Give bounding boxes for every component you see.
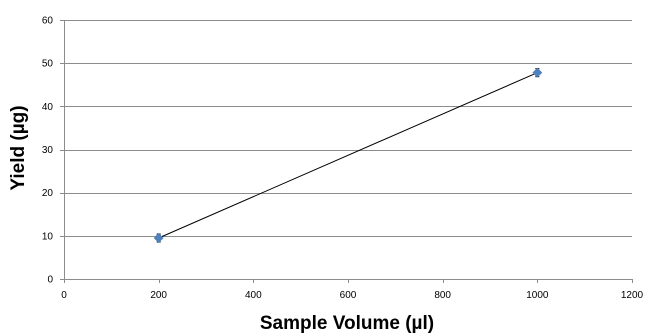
x-tick-label: 1000 bbox=[526, 290, 549, 301]
y-tick-label: 30 bbox=[42, 145, 54, 156]
x-tick-label: 200 bbox=[150, 290, 167, 301]
data-point bbox=[153, 233, 164, 243]
y-tick-label: 0 bbox=[47, 275, 53, 286]
x-tick-label: 600 bbox=[340, 290, 357, 301]
gridlines bbox=[64, 20, 632, 237]
x-tick-label: 0 bbox=[61, 290, 67, 301]
axes bbox=[60, 20, 633, 283]
y-tick-label: 10 bbox=[42, 231, 54, 242]
x-axis-title: Sample Volume (µl) bbox=[260, 313, 434, 334]
x-tick-label: 1200 bbox=[621, 290, 644, 301]
x-tick-label: 400 bbox=[245, 290, 262, 301]
y-tick-labels: 0 10 20 30 40 50 60 bbox=[42, 16, 54, 286]
y-tick-label: 60 bbox=[42, 16, 54, 27]
data-series bbox=[153, 67, 543, 243]
y-tick-label: 40 bbox=[42, 102, 54, 113]
x-tick-labels: 0 200 400 600 800 1000 1200 bbox=[61, 290, 643, 301]
y-tick-label: 20 bbox=[42, 188, 54, 199]
y-axis-title: Yield (µg) bbox=[8, 105, 29, 190]
series-line bbox=[158, 72, 538, 239]
data-point bbox=[532, 67, 543, 78]
y-tick-label: 50 bbox=[42, 59, 54, 70]
x-tick-label: 800 bbox=[434, 290, 451, 301]
